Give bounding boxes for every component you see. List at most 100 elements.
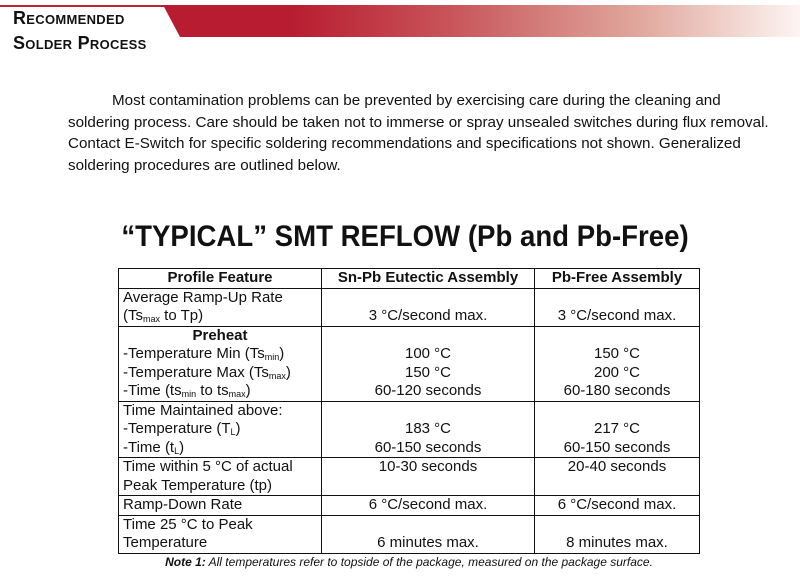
feature-text: -Temperature Min (Ts	[123, 345, 265, 362]
pbfree-value	[539, 327, 695, 346]
feature-line: (Tsmax to Tp)	[123, 307, 317, 326]
profile-feature-cell: Average Ramp-Up Rate (Tsmax to Tp)	[118, 287, 322, 327]
pbfree-cell: 217 °C 60-150 seconds	[534, 400, 700, 458]
intro-text: Most contamination problems can be preve…	[68, 92, 769, 174]
row-heading: Preheat	[192, 326, 248, 344]
snpb-cell: 6 °C/second max.	[321, 495, 535, 516]
header-rule	[0, 5, 170, 7]
pbfree-value: 150 °C	[593, 345, 641, 362]
feature-text: -Time (ts	[123, 382, 182, 399]
pbfree-value: 200 °C	[593, 363, 641, 381]
pbfree-cell: 6 °C/second max.	[534, 495, 700, 516]
pbfree-value	[539, 402, 695, 421]
pbfree-value: 20-40 seconds	[567, 458, 667, 475]
pbfree-cell: 3 °C/second max.	[534, 287, 700, 327]
feature-text: -Time (t	[123, 438, 175, 456]
subscript: L	[230, 427, 236, 437]
feature-text: Peak Temperature (tp)	[123, 476, 272, 494]
table-title: “TYPICAL” SMT REFLOW (Pb and Pb-Free)	[121, 220, 689, 253]
profile-feature-cell: Time 25 °C to Peak Temperature	[118, 514, 322, 554]
feature-line: Ramp-Down Rate	[123, 496, 317, 515]
pbfree-cell: 150 °C 200 °C 60-180 seconds	[534, 325, 700, 402]
snpb-cell: 183 °C 60-150 seconds	[321, 400, 535, 458]
pbfree-value: 6 °C/second max.	[557, 496, 677, 513]
snpb-value: 3 °C/second max.	[368, 307, 488, 324]
feature-text: )	[279, 345, 285, 362]
profile-feature-cell: Preheat -Temperature Min (Tsmin) -Temperat…	[118, 325, 322, 402]
section-title-line1: Recommended	[13, 8, 125, 28]
feature-text: -Temperature (T	[123, 420, 231, 437]
snpb-cell: 100 °C 150 °C 60-120 seconds	[321, 325, 535, 402]
header-pbfree: Pb-Free Assembly	[534, 268, 700, 289]
subscript: L	[174, 445, 180, 456]
feature-text: to Tp)	[160, 307, 204, 324]
table-block: Profile Feature Sn-Pb Eutectic Assembly …	[118, 268, 700, 569]
subscript: max	[143, 314, 161, 324]
intro-paragraph: Most contamination problems can be preve…	[68, 90, 778, 176]
snpb-value: 60-120 seconds	[374, 382, 482, 399]
snpb-value: 150 °C	[404, 363, 452, 381]
subscript: min	[181, 389, 197, 399]
snpb-cell: 6 minutes max.	[321, 514, 535, 554]
snpb-value: 60-150 seconds	[374, 438, 482, 456]
reflow-table: Profile Feature Sn-Pb Eutectic Assembly …	[118, 268, 700, 554]
feature-line: Time 25 °C to Peak	[123, 516, 317, 535]
feature-line: Temperature	[123, 534, 317, 553]
pbfree-cell: 8 minutes max.	[534, 514, 700, 554]
subscript: max	[228, 389, 246, 399]
table-row: Time within 5 °C of actual Peak Temperatu…	[118, 457, 700, 496]
feature-text: Average Ramp-Up Rate	[123, 288, 283, 306]
snpb-value: 6 minutes max.	[377, 534, 479, 551]
pbfree-value: 3 °C/second max.	[557, 307, 677, 324]
feature-text: (Ts	[123, 307, 143, 324]
table-row: Preheat -Temperature Min (Tsmin) -Temperat…	[118, 325, 700, 402]
feature-line: Peak Temperature (tp)	[123, 477, 317, 496]
feature-text: Temperature	[123, 534, 208, 551]
subscript: max	[268, 370, 286, 381]
snpb-cell: 3 °C/second max.	[321, 287, 535, 327]
feature-text: to ts	[196, 382, 229, 399]
snpb-value: 100 °C	[404, 345, 452, 362]
table-row: Time 25 °C to Peak Temperature 6 minutes m…	[118, 514, 700, 554]
snpb-value	[326, 402, 530, 421]
pbfree-cell: 20-40 seconds	[534, 457, 700, 496]
feature-line: Time Maintained above:	[123, 402, 317, 421]
feature-text: )	[179, 438, 185, 456]
snpb-value: 6 °C/second max.	[368, 496, 488, 513]
feature-line: -Temperature Min (Tsmin)	[123, 345, 317, 364]
feature-text: Time 25 °C to Peak	[123, 515, 253, 533]
section-title-line2: Solder Process	[13, 33, 147, 53]
feature-text: )	[245, 382, 251, 399]
feature-line: -Time (tsmin to tsmax)	[123, 382, 317, 401]
snpb-value	[326, 327, 530, 346]
feature-text: Time Maintained above:	[123, 401, 283, 419]
feature-line: Time within 5 °C of actual	[123, 458, 317, 477]
pbfree-value: 8 minutes max.	[566, 534, 668, 551]
profile-feature-cell: Time Maintained above: -Temperature (TL) -…	[118, 400, 322, 458]
snpb-value: 10-30 seconds	[378, 458, 478, 475]
note-text: All temperatures refer to topside of the…	[205, 554, 653, 569]
feature-text: Time within 5 °C of actual	[123, 458, 293, 475]
note-label: Note 1:	[165, 554, 206, 569]
feature-line: -Time (tL)	[123, 439, 317, 458]
table-row: Ramp-Down Rate 6 °C/second max. 6 °C/secon…	[118, 495, 700, 516]
feature-line: -Temperature (TL)	[123, 420, 317, 439]
subscript: min	[264, 352, 280, 362]
snpb-value: 183 °C	[404, 420, 452, 437]
feature-line: Average Ramp-Up Rate	[123, 289, 317, 308]
pbfree-value: 60-180 seconds	[563, 382, 671, 399]
pbfree-value: 217 °C	[593, 420, 641, 437]
feature-text: Ramp-Down Rate	[123, 496, 243, 513]
feature-text: )	[235, 420, 241, 437]
feature-line: -Temperature Max (Tsmax)	[123, 364, 317, 383]
header-banner	[163, 5, 800, 37]
profile-feature-cell: Ramp-Down Rate	[118, 495, 322, 516]
feature-text: )	[285, 363, 291, 381]
table-note: Note 1: All temperatures refer to topsid…	[118, 555, 700, 569]
table-row: Time Maintained above: -Temperature (TL) -…	[118, 400, 700, 458]
header-snpb: Sn-Pb Eutectic Assembly	[321, 268, 535, 289]
header-profile-feature: Profile Feature	[118, 268, 322, 289]
profile-feature-cell: Time within 5 °C of actual Peak Temperatu…	[118, 457, 322, 496]
snpb-cell: 10-30 seconds	[321, 457, 535, 496]
feature-text: -Temperature Max (Ts	[123, 363, 269, 381]
